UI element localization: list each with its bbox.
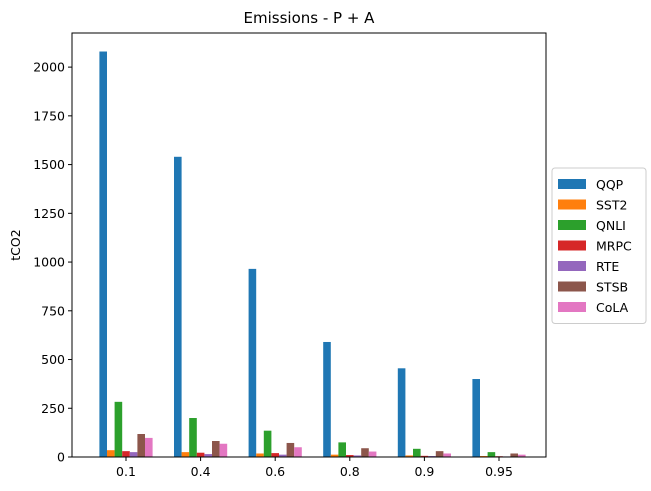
legend-label-qqp: QQP (596, 177, 624, 192)
bar-qqp-0.6 (248, 268, 257, 457)
bars-group (99, 51, 526, 458)
x-tick-label: 0.4 (191, 464, 211, 479)
bar-mrpc-0.1 (122, 451, 130, 457)
legend-label-sst2: SST2 (596, 198, 627, 213)
bar-cola-0.4 (219, 443, 228, 457)
bar-mrpc-0.6 (271, 453, 279, 457)
legend-swatch-mrpc (558, 240, 586, 251)
bar-qnli-0.9 (413, 448, 421, 457)
bar-mrpc-0.9 (420, 455, 429, 457)
chart-title: Emissions - P + A (244, 9, 376, 27)
bar-qqp-0.1 (99, 51, 107, 458)
y-tick-label: 1750 (33, 108, 65, 123)
legend-swatch-qnli (558, 220, 586, 230)
bar-cola-0.95 (518, 454, 526, 457)
y-tick-label: 2000 (33, 60, 65, 75)
bar-qnli-0.8 (338, 442, 346, 457)
bar-qnli-0.1 (114, 401, 123, 457)
bar-stsb-0.1 (137, 434, 145, 457)
x-tick-label: 0.6 (265, 464, 285, 479)
bar-qnli-0.6 (263, 430, 272, 457)
y-tick-label: 750 (41, 303, 65, 318)
y-ticks: 0 250 500 750 1000 1250 1500 1750 2000 (33, 60, 72, 465)
bar-mrpc-0.8 (346, 455, 354, 457)
bar-sst2-0.9 (405, 455, 413, 457)
legend: QQP SST2 QNLI MRPC RTE STSB CoLA (551, 167, 647, 324)
bar-sst2-0.4 (181, 452, 190, 457)
bar-stsb-0.6 (286, 442, 295, 457)
bar-stsb-0.8 (361, 448, 369, 457)
bar-rte-0.1 (129, 452, 138, 457)
legend-label-rte: RTE (596, 259, 619, 274)
bar-rte-0.8 (353, 455, 362, 457)
legend-label-cola: CoLA (596, 300, 629, 315)
bar-cola-0.6 (294, 447, 302, 457)
bar-rte-0.4 (204, 454, 212, 457)
legend-swatch-cola (558, 302, 586, 312)
bar-cola-0.8 (368, 451, 377, 457)
x-tick-label: 0.8 (340, 464, 360, 479)
legend-label-stsb: STSB (596, 280, 628, 295)
bar-qnli-0.95 (487, 452, 496, 457)
bar-cola-0.1 (145, 437, 153, 457)
x-tick-label: 0.9 (414, 464, 434, 479)
bar-sst2-0.8 (330, 454, 339, 457)
bar-sst2-0.6 (256, 453, 264, 457)
legend-swatch-rte (558, 261, 586, 271)
legend-label-mrpc: MRPC (596, 239, 632, 254)
bar-cola-0.9 (443, 453, 451, 457)
y-tick-label: 1500 (33, 157, 65, 172)
bar-stsb-0.9 (435, 451, 444, 457)
legend-swatch-sst2 (558, 199, 586, 210)
plot-frame (71, 32, 547, 458)
y-tick-label: 250 (41, 401, 65, 416)
legend-swatch-stsb (558, 281, 586, 292)
legend-label-qnli: QNLI (596, 218, 626, 233)
bar-mrpc-0.4 (196, 452, 205, 457)
bar-stsb-0.95 (510, 453, 518, 457)
bar-qqp-0.4 (174, 156, 182, 458)
bar-qnli-0.4 (189, 418, 197, 457)
legend-swatch-qqp (558, 179, 586, 189)
x-ticks: 0.1 0.4 0.6 0.8 0.9 0.95 (116, 457, 513, 479)
y-tick-label: 1000 (33, 255, 65, 270)
bar-stsb-0.4 (212, 441, 220, 457)
x-tick-label: 0.1 (116, 464, 136, 479)
bar-qqp-0.8 (323, 341, 331, 457)
y-tick-label: 0 (57, 450, 65, 465)
x-tick-label: 0.95 (485, 464, 513, 479)
y-tick-label: 1250 (33, 206, 65, 221)
bar-qqp-0.9 (397, 368, 406, 457)
y-axis-label: tCO2 (8, 229, 23, 260)
bar-rte-0.6 (279, 454, 287, 457)
bar-qqp-0.95 (472, 379, 480, 457)
bar-sst2-0.1 (107, 450, 115, 457)
y-tick-label: 500 (41, 352, 65, 367)
